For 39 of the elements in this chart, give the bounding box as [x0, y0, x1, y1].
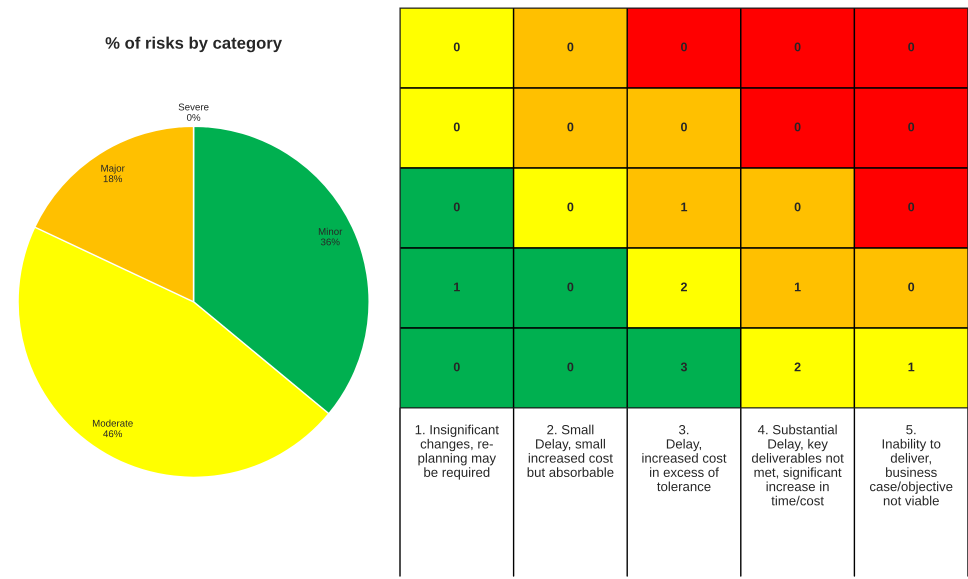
x-tick-label: 5. Inability to deliver, business case/objective not viable [870, 425, 952, 506]
x-tick-label: 4. Substantial Delay, key deliverables not met, significant increase in time/cost [752, 424, 844, 506]
data-label: 0 [567, 282, 574, 292]
data-label: 2 [680, 282, 687, 292]
category-label: Severe [178, 104, 209, 110]
data-label: 0 [908, 202, 914, 212]
data-label: 0 [454, 42, 460, 52]
data-label: 0 [794, 202, 801, 212]
text: 0% [186, 114, 200, 121]
chart-title: % of risks by category [106, 36, 282, 52]
data-label: 0 [794, 122, 801, 132]
data-label: 0 [794, 42, 801, 52]
data-label: 0 [454, 202, 460, 212]
data-label: 0 [454, 122, 460, 132]
x-tick-label: 2. Small Delay, small increased cost but absorbable [528, 424, 614, 477]
data-label: 1 [681, 202, 688, 212]
x-tick-label: 1. Insignificant changes, re- planning may be required [416, 424, 499, 480]
data-label: 0 [567, 362, 574, 372]
data-label: 1 [794, 282, 801, 292]
data-label: 3 [680, 362, 688, 372]
data-label: 0 [567, 202, 574, 212]
data-label: 0 [454, 362, 460, 372]
data-label: 0 [908, 122, 914, 132]
data-label: 2 [794, 362, 801, 372]
slice-label: Major [101, 164, 125, 174]
data-label: 0 [908, 42, 914, 52]
data-label: 0 [681, 42, 687, 52]
data-label: 0 [567, 42, 574, 52]
slice-label: Minor [318, 228, 342, 235]
data-label: 1 [908, 362, 914, 372]
data-label: 46% [103, 430, 122, 438]
data-label: 36% [320, 238, 340, 246]
x-tick-label: 3. Delay, increased cost in excess of tolerance [642, 425, 726, 492]
slice-label: Moderate [92, 420, 133, 427]
data-label: 0 [908, 282, 914, 292]
data-label: 1 [454, 282, 460, 292]
data-label: 0 [567, 122, 574, 132]
data-label: 0 [681, 122, 687, 132]
data-label: 18% [104, 175, 122, 182]
